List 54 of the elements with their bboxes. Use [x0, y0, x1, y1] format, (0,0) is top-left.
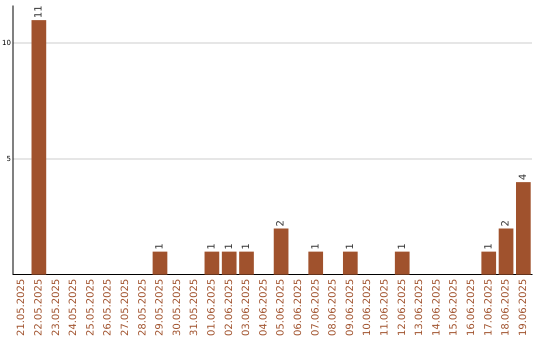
bar	[222, 252, 237, 275]
x-tick-label: 29.05.2025	[154, 278, 166, 336]
data-label: 1	[241, 243, 252, 250]
data-label: 1	[344, 243, 356, 250]
x-tick-label: 18.06.2025	[500, 278, 512, 336]
x-tick-label: 15.06.2025	[448, 278, 460, 336]
x-tick-label: 28.05.2025	[137, 278, 148, 336]
x-tick-label: 01.06.2025	[206, 278, 218, 336]
x-tick-label: 06.06.2025	[293, 278, 304, 336]
data-label: 1	[224, 243, 235, 250]
data-label: 1	[483, 243, 494, 250]
data-label: 4	[518, 174, 529, 180]
bar	[394, 252, 410, 275]
bar	[274, 228, 288, 275]
data-label: 1	[310, 243, 322, 250]
x-tick-label: 08.06.2025	[328, 278, 339, 336]
bar	[32, 20, 46, 275]
x-tick-label: 31.05.2025	[189, 278, 200, 336]
x-tick-label: 10.06.2025	[362, 278, 374, 336]
data-label: 11	[33, 5, 44, 18]
x-tick-label: 12.06.2025	[396, 278, 408, 336]
x-tick-label: 05.06.2025	[276, 278, 287, 336]
bar	[342, 252, 358, 275]
x-tick-label: 13.06.2025	[414, 278, 426, 336]
x-tick-label: 27.05.2025	[120, 278, 131, 336]
x-tick-label: 21.05.2025	[16, 278, 28, 336]
data-label: 2	[500, 220, 512, 226]
x-tick-label: 19.06.2025	[518, 278, 529, 336]
bar	[481, 252, 496, 275]
x-tick-label: 26.05.2025	[102, 278, 114, 336]
bar	[204, 252, 220, 275]
x-tick-label: 23.05.2025	[50, 278, 62, 336]
x-tick-label: 09.06.2025	[344, 278, 356, 336]
data-label: 1	[206, 243, 218, 250]
x-tick-label: 30.05.2025	[172, 278, 183, 336]
data-label: 1	[154, 243, 166, 250]
x-tick-label: 16.06.2025	[466, 278, 478, 336]
x-tick-label: 11.06.2025	[380, 278, 391, 336]
bar	[239, 252, 254, 275]
x-tick-label: 02.06.2025	[224, 278, 235, 336]
bar	[498, 228, 514, 275]
bar	[308, 252, 324, 275]
x-tick-label: 04.06.2025	[258, 278, 270, 336]
data-label: 2	[276, 220, 287, 226]
x-tick-label: 14.06.2025	[431, 278, 442, 336]
x-tick-label: 22.05.2025	[33, 278, 44, 336]
x-tick-label: 07.06.2025	[310, 278, 322, 336]
data-label: 1	[396, 243, 408, 250]
x-tick-label: 17.06.2025	[483, 278, 494, 336]
x-tick-label: 25.05.2025	[85, 278, 96, 336]
x-tick-label: 03.06.2025	[241, 278, 252, 336]
x-tick-label: 24.05.2025	[68, 278, 80, 336]
bar	[516, 182, 531, 275]
bar	[152, 252, 168, 275]
